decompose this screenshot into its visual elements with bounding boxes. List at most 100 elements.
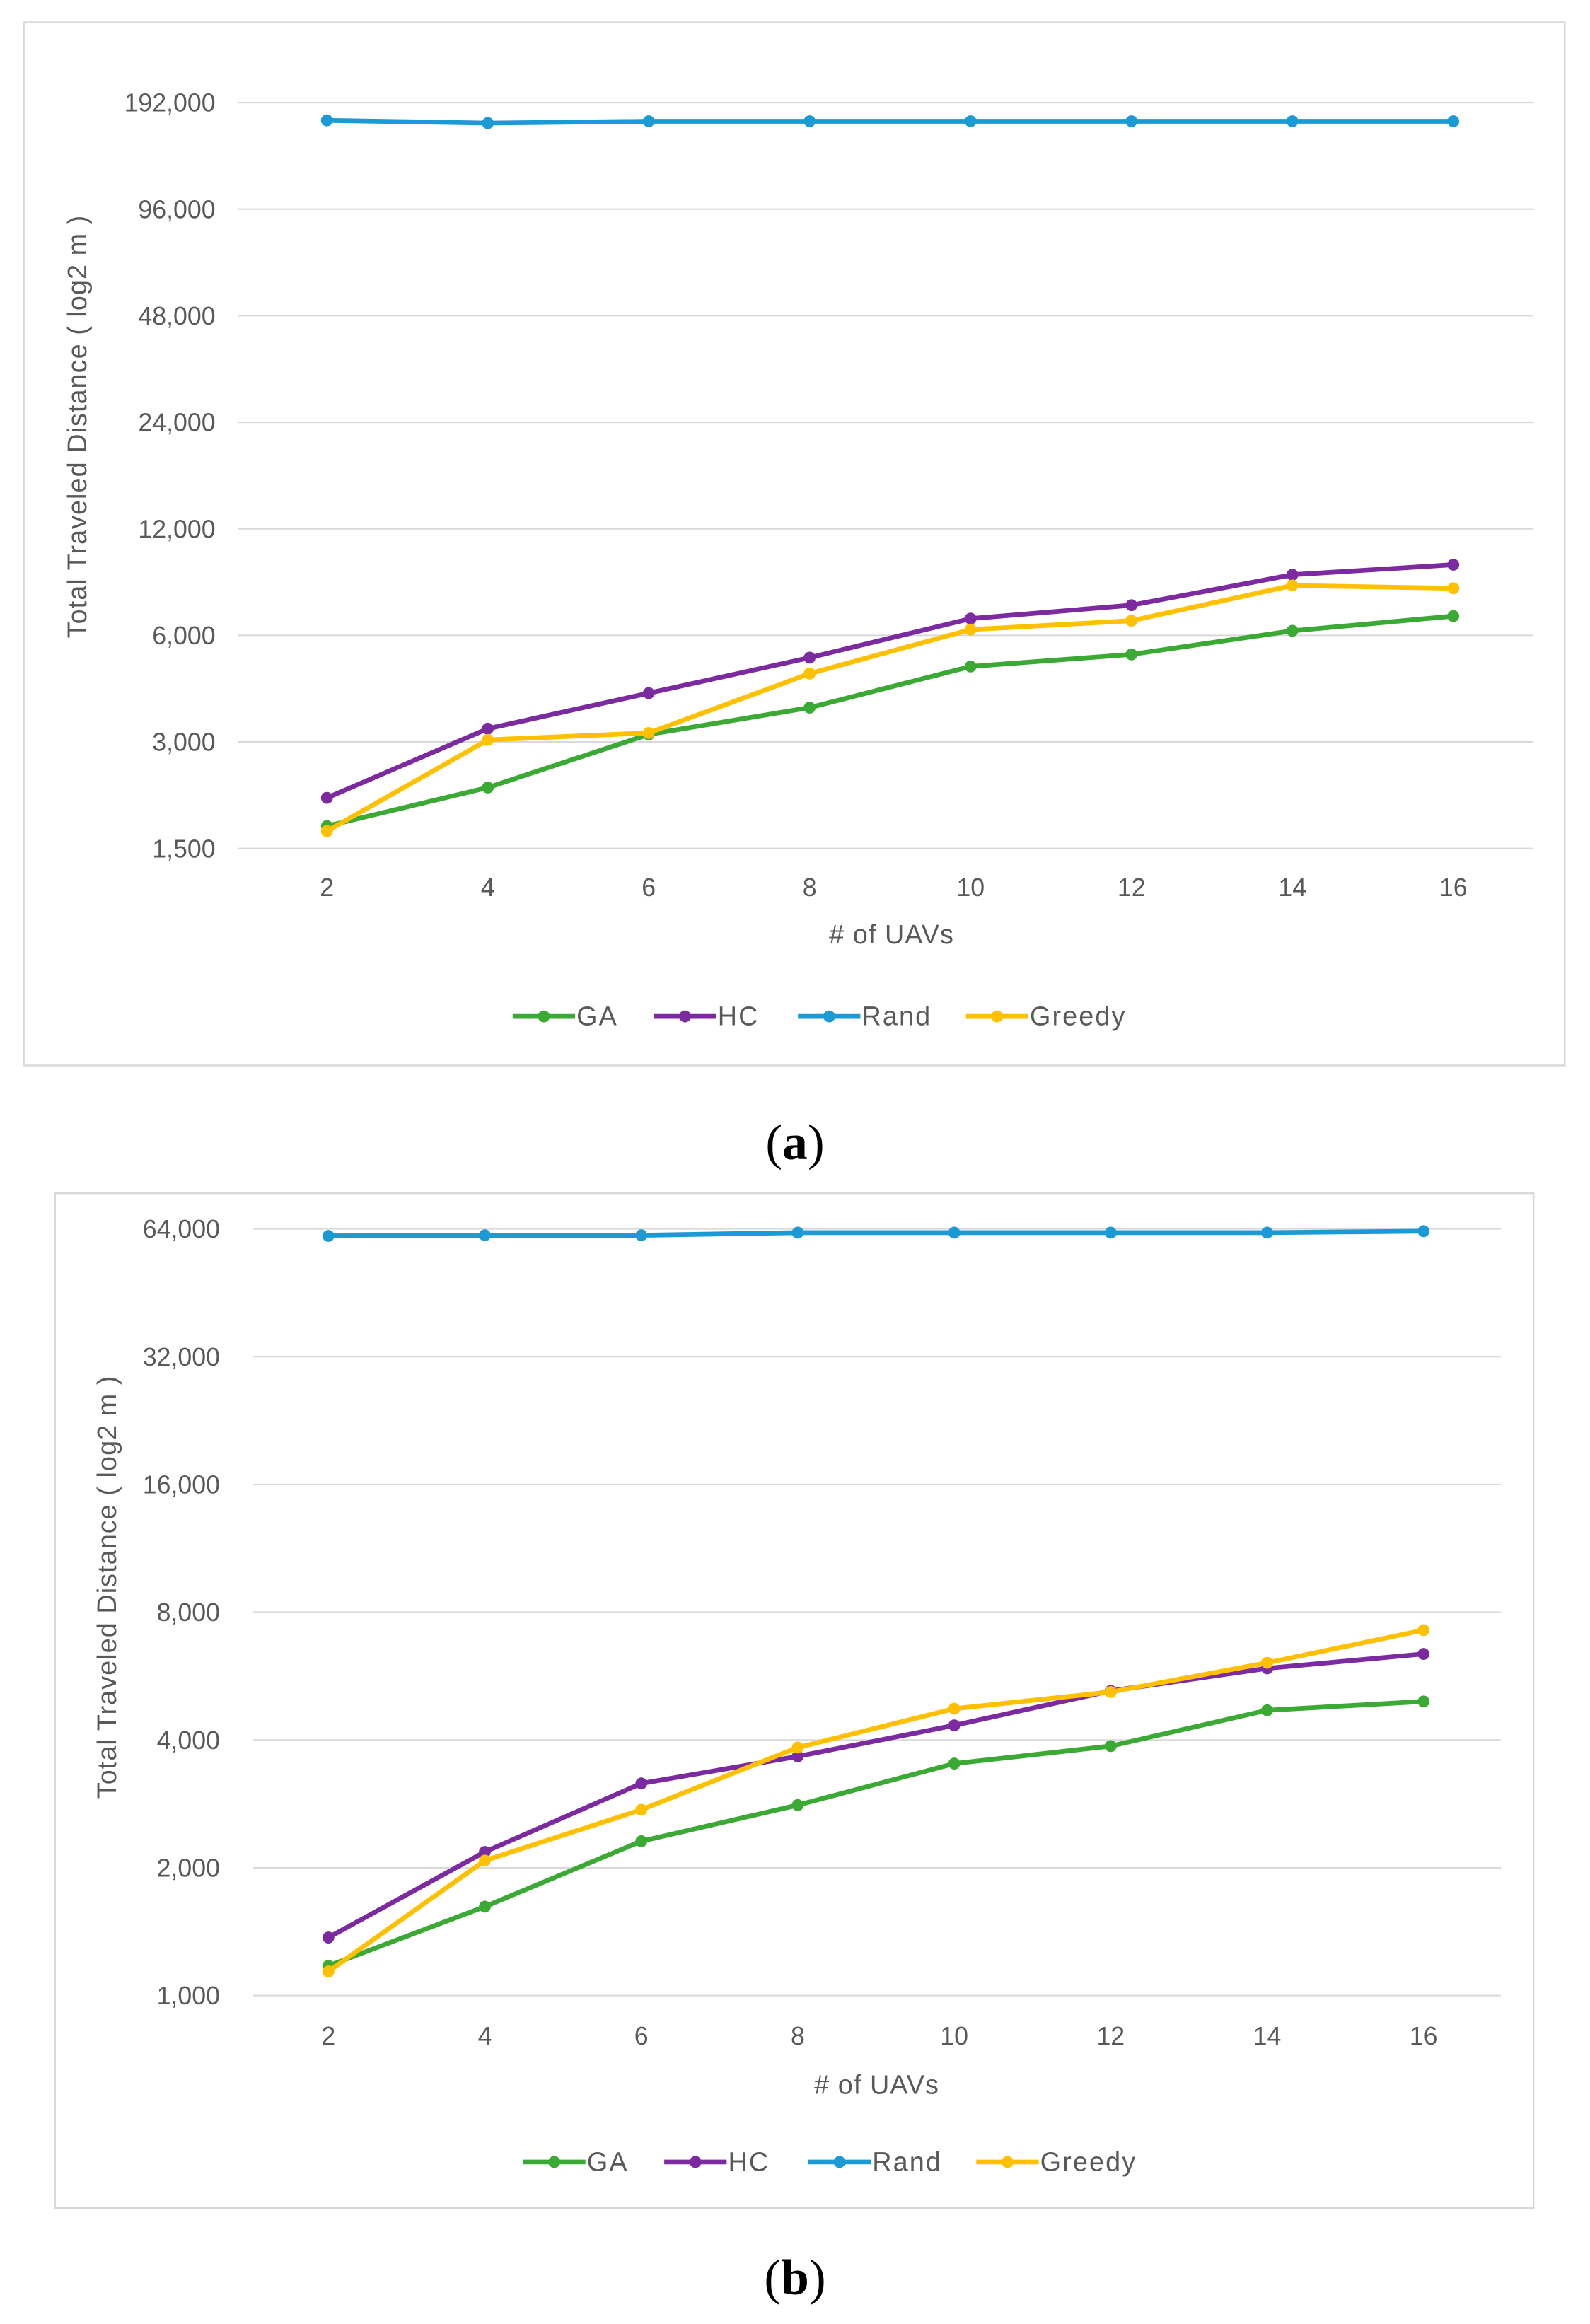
x-tick-label: 16 (1410, 2022, 1438, 2050)
data-point (1447, 582, 1460, 595)
legend-label: GA (576, 1002, 618, 1032)
data-point (1417, 1648, 1430, 1660)
x-axis-title: # of UAVs (814, 2070, 939, 2100)
y-tick-label: 1,000 (157, 1982, 220, 2010)
x-tick-label: 12 (1118, 873, 1146, 902)
y-tick-label: 6,000 (152, 622, 215, 650)
legend-item-hc: HC (654, 1002, 758, 1032)
data-point (1104, 1685, 1117, 1698)
data-point (320, 825, 333, 837)
x-tick-label: 6 (634, 2022, 649, 2050)
data-point (1286, 579, 1299, 592)
x-tick-label: 16 (1439, 873, 1468, 902)
series-hc (320, 559, 1460, 804)
data-point (1261, 1656, 1273, 1669)
x-tick-label: 14 (1253, 2022, 1282, 2050)
data-point (803, 651, 816, 664)
x-tick-label: 12 (1096, 2022, 1125, 2050)
data-point (1261, 1704, 1273, 1716)
series-rand (322, 1225, 1430, 1242)
data-point (479, 1900, 491, 1913)
data-point (948, 1719, 961, 1732)
legend-item-rand: Rand (798, 1002, 932, 1032)
subfigure-caption: (b) (764, 2250, 825, 2306)
chart-a: 1,500 3,000 6,000 12,000 24,000 48,000 96,000 1… (23, 21, 1566, 1170)
series-ga (322, 1695, 1430, 1972)
data-point (791, 1741, 804, 1754)
data-point (1104, 1226, 1117, 1239)
series-line (325, 583, 1453, 833)
x-tick-label: 2 (321, 2022, 335, 2050)
legend-label: Greedy (1040, 2148, 1137, 2178)
x-tick-label: 8 (791, 2022, 805, 2050)
data-point (964, 660, 977, 673)
x-tick-label: 10 (956, 873, 985, 902)
data-point (791, 1799, 804, 1811)
x-tick-label: 2 (320, 873, 334, 902)
data-point (964, 623, 977, 636)
legend-marker (679, 1010, 691, 1023)
y-tick-label: 3,000 (152, 728, 215, 757)
data-point (1125, 615, 1138, 627)
y-tick-label: 96,000 (138, 195, 215, 223)
legend-marker (538, 1010, 550, 1023)
series-greedy (320, 579, 1460, 837)
series-line (326, 613, 1454, 829)
y-tick-label: 48,000 (138, 302, 215, 330)
legend-item-rand: Rand (808, 2148, 942, 2178)
data-point (1447, 559, 1460, 571)
y-tick-label: 8,000 (157, 1598, 220, 1627)
legend-item-hc: HC (664, 2148, 770, 2178)
chart-frame (23, 21, 1566, 1067)
x-tick-label: 10 (940, 2022, 968, 2050)
data-point (635, 1229, 648, 1242)
legend-marker (823, 1010, 835, 1023)
data-point (791, 1750, 804, 1762)
data-point (803, 702, 816, 714)
data-point (320, 114, 333, 127)
y-tick-label: 4,000 (157, 1726, 220, 1755)
legend-label: Rand (872, 2148, 942, 2178)
data-point (1125, 115, 1138, 127)
data-point (479, 1846, 491, 1858)
data-point (322, 1965, 335, 1977)
y-tick-label: 2,000 (157, 1854, 220, 1883)
legend-item-ga: GA (512, 1002, 618, 1032)
data-point (964, 115, 977, 127)
x-tick-label: 4 (481, 873, 495, 902)
x-tick-label: 8 (803, 873, 817, 902)
y-tick-label: 192,000 (124, 89, 216, 117)
series-line (327, 117, 1453, 126)
y-tick-label: 12,000 (138, 515, 215, 543)
legend-marker (833, 2156, 846, 2168)
legend-label: Rand (862, 1002, 932, 1032)
data-point (322, 1931, 335, 1944)
legend-label: Greedy (1030, 1002, 1127, 1032)
data-point (964, 612, 977, 625)
data-point (479, 1854, 491, 1867)
series-greedy (322, 1624, 1430, 1977)
y-axis-title: Total Traveled Distance ( log2 m ) (63, 215, 93, 639)
series-line (327, 1699, 1424, 1968)
legend-marker (991, 1010, 1004, 1023)
data-point (635, 1777, 648, 1790)
x-tick-label: 4 (478, 2022, 492, 2050)
data-point (642, 115, 655, 127)
series-line (325, 562, 1453, 801)
x-tick-label: 6 (642, 873, 656, 902)
data-point (635, 1803, 648, 1816)
data-point (320, 791, 333, 804)
chart-frame (54, 1192, 1535, 2209)
data-point (791, 1226, 804, 1239)
data-point (482, 782, 494, 794)
data-point (1286, 115, 1299, 127)
y-tick-label: 32,000 (143, 1343, 220, 1371)
data-point (1125, 599, 1138, 612)
data-point (1286, 624, 1299, 637)
legend-label: HC (728, 2148, 770, 2178)
y-tick-label: 1,500 (152, 835, 215, 863)
y-tick-label: 16,000 (143, 1471, 220, 1499)
data-point (642, 726, 655, 739)
data-point (322, 1230, 335, 1242)
